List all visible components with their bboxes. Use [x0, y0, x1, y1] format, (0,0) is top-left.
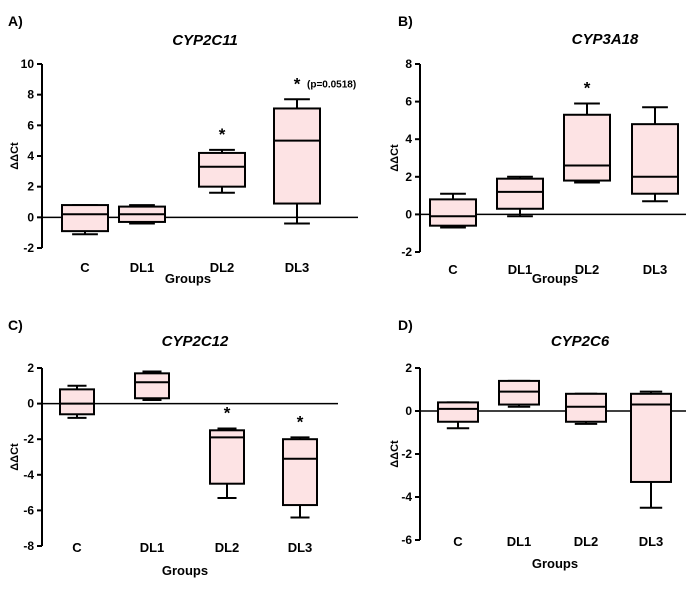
y-tick-label: 0 [27, 210, 34, 224]
category-label: DL3 [288, 540, 313, 555]
box [209, 429, 245, 485]
box [273, 107, 321, 205]
y-tick-label: 2 [405, 361, 412, 375]
box [282, 438, 318, 507]
x-axis-label: Groups [532, 556, 578, 571]
box [429, 198, 477, 227]
box [630, 392, 672, 483]
y-axis-label: ΔΔCt [389, 440, 401, 468]
x-axis-label: Groups [532, 271, 578, 286]
box [61, 204, 109, 233]
category-label: DL2 [575, 262, 600, 277]
category-label: DL3 [643, 262, 668, 277]
y-tick-label: -4 [401, 490, 412, 504]
box [498, 379, 540, 406]
category-label: DL3 [639, 534, 664, 549]
y-tick-label: 8 [27, 88, 34, 102]
box [59, 388, 95, 416]
chart-title: CYP2C11 [172, 32, 238, 49]
y-tick-label: 10 [21, 57, 35, 71]
category-label: DL1 [140, 540, 165, 555]
category-label: C [448, 262, 458, 277]
panel-label: A) [8, 13, 23, 29]
y-tick-label: -2 [401, 447, 412, 461]
p-value-note: (p=0.0518) [307, 79, 356, 90]
y-tick-label: 2 [405, 170, 412, 184]
box [496, 177, 544, 210]
category-label: DL1 [507, 534, 532, 549]
significance-star: * [224, 404, 231, 423]
y-tick-label: 2 [27, 361, 34, 375]
y-tick-label: -6 [23, 503, 34, 517]
y-tick-label: -2 [401, 245, 412, 259]
y-axis-label: ΔΔCt [9, 142, 21, 170]
category-label: C [80, 260, 90, 275]
box [565, 392, 607, 423]
box [631, 123, 679, 195]
x-axis-label: Groups [165, 271, 211, 286]
y-tick-label: 0 [27, 397, 34, 411]
box [563, 113, 611, 182]
y-tick-label: 4 [27, 149, 34, 163]
y-tick-label: 6 [405, 95, 412, 109]
y-axis-label: ΔΔCt [389, 144, 401, 172]
panel-label: C) [8, 317, 23, 333]
category-label: DL2 [210, 260, 235, 275]
y-tick-label: -4 [23, 468, 34, 482]
x-axis-label: Groups [162, 563, 208, 578]
box [134, 372, 170, 400]
y-tick-label: 2 [27, 180, 34, 194]
category-label: DL3 [285, 260, 310, 275]
box [437, 401, 479, 423]
y-tick-label: -8 [23, 539, 34, 553]
y-axis-label: ΔΔCt [9, 443, 21, 471]
box [198, 151, 246, 188]
significance-star: * [297, 412, 304, 431]
category-label: DL1 [508, 262, 533, 277]
category-label: DL2 [574, 534, 599, 549]
chart-title: CYP2C12 [162, 333, 229, 350]
chart-title: CYP2C6 [551, 333, 610, 350]
panel-label: D) [398, 317, 413, 333]
category-label: DL1 [130, 260, 155, 275]
panel-label: B) [398, 13, 413, 29]
y-tick-label: -6 [401, 533, 412, 547]
y-tick-label: 6 [27, 118, 34, 132]
y-tick-label: 0 [405, 207, 412, 221]
y-tick-label: 4 [405, 132, 412, 146]
y-tick-label: 8 [405, 57, 412, 71]
y-tick-label: -2 [23, 432, 34, 446]
significance-star: * [584, 78, 591, 97]
significance-star: * [294, 74, 301, 93]
y-tick-label: -2 [23, 241, 34, 255]
category-label: DL2 [215, 540, 240, 555]
significance-star: * [219, 125, 226, 144]
y-tick-label: 0 [405, 404, 412, 418]
category-label: C [453, 534, 463, 549]
category-label: C [72, 540, 82, 555]
chart-title: CYP3A18 [572, 31, 639, 48]
